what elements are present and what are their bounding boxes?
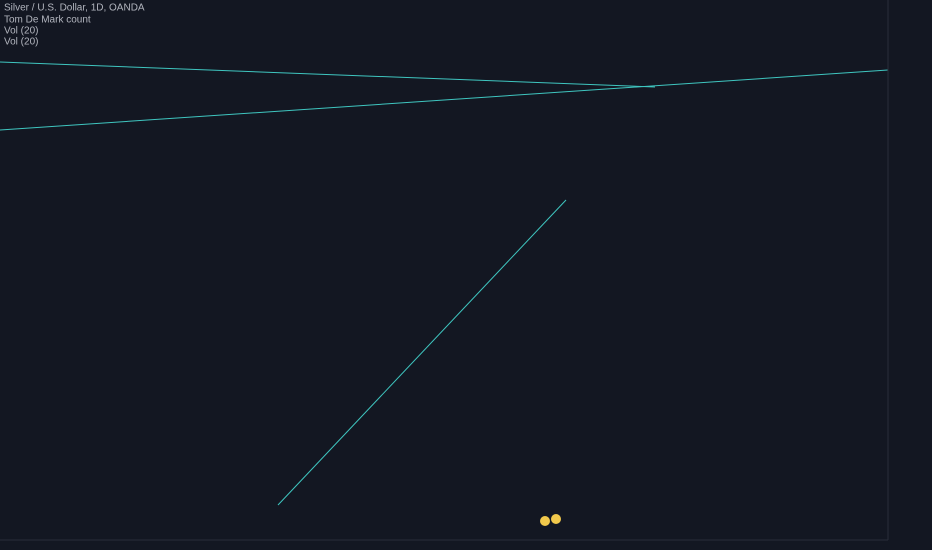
time-axis-panel [0, 540, 932, 550]
trend-line [277, 199, 567, 506]
trend-line [0, 61, 656, 88]
indicator: Vol (20) [4, 37, 38, 48]
trend-lines [0, 61, 889, 506]
trend-line [0, 69, 889, 131]
indicator: Tom De Mark count [4, 15, 91, 26]
symbol-title: Silver / U.S. Dollar, 1D, OANDA [4, 3, 145, 14]
icon [551, 514, 561, 524]
indicator: Vol (20) [4, 26, 38, 37]
icon [540, 516, 550, 526]
legend: Silver / U.S. Dollar, 1D, OANDA Tom De M… [4, 3, 145, 48]
price-axis-panel [888, 0, 932, 550]
reaction-icons [540, 514, 561, 526]
